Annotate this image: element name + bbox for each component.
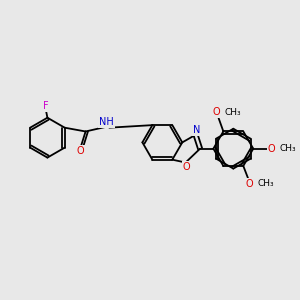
Text: CH₃: CH₃ — [224, 108, 241, 117]
Text: O: O — [245, 179, 253, 189]
Text: O: O — [268, 144, 275, 154]
Text: CH₃: CH₃ — [280, 144, 296, 153]
Text: O: O — [76, 146, 84, 156]
Text: CH₃: CH₃ — [257, 179, 274, 188]
Text: O: O — [183, 162, 190, 172]
Text: NH: NH — [99, 117, 114, 127]
Text: F: F — [43, 101, 48, 111]
Text: N: N — [193, 125, 200, 135]
Text: O: O — [213, 107, 220, 117]
